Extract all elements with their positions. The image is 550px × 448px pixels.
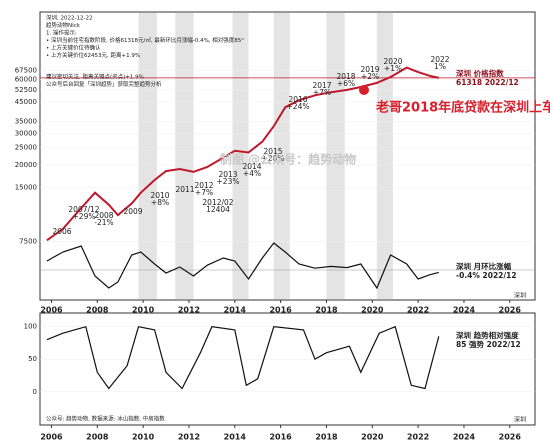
x-tick-label: 2024 bbox=[453, 433, 476, 442]
annotation: 2006 bbox=[52, 227, 71, 236]
annotation: +1% bbox=[384, 64, 402, 73]
price-label: 61318 2022/12 bbox=[456, 78, 519, 87]
annotation: 2012/02 bbox=[202, 198, 233, 207]
y-tick-label: 35000 bbox=[15, 117, 37, 125]
annotation: 2013 bbox=[218, 170, 237, 179]
watermark: 制图 @公众号：趋势动物 bbox=[220, 152, 356, 167]
x-tick-label: 2012 bbox=[178, 433, 200, 442]
annotation: 2014 bbox=[242, 162, 261, 171]
note-line: • 上方关键价位待确认 bbox=[46, 44, 101, 52]
y-tick-label: 67500 bbox=[15, 66, 37, 74]
y-tick-label: 30000 bbox=[15, 129, 37, 137]
callout: 老哥2018年底贷款在深圳上车 bbox=[375, 100, 550, 116]
x-tick-label: 2024 bbox=[453, 306, 476, 315]
note-line: 深圳, 2022-12-22 bbox=[46, 14, 92, 22]
x-tick-label: 2008 bbox=[86, 306, 109, 315]
note-line: 公众号后台回复「深圳趋势」获取完整趋势分析 bbox=[46, 80, 162, 88]
annotation: 2016 bbox=[288, 95, 307, 104]
change-label: -0.4% 2022/12 bbox=[456, 271, 517, 280]
footer: 公众号: 趋势动物, 数据来源: 冰山指数, 中房指数 bbox=[46, 415, 165, 423]
y-tick-label: 25000 bbox=[15, 144, 37, 152]
x-tick-label: 2014 bbox=[224, 433, 247, 442]
x-axis-label: 深圳 bbox=[514, 416, 526, 424]
strength-label: 深圳 趋势相对强度 bbox=[456, 330, 519, 340]
shaded-period bbox=[175, 13, 194, 299]
shaded-period bbox=[138, 13, 157, 299]
strength-label: 85 强势 2022/12 bbox=[456, 339, 521, 349]
x-tick-label: 2008 bbox=[86, 433, 109, 442]
note-line: 建议密切关注, 距离关键点(买点)+1.9% bbox=[46, 73, 144, 81]
annotation: 2018 bbox=[336, 72, 355, 81]
x-tick-label: 2016 bbox=[269, 306, 292, 315]
y-tick-label: 52500 bbox=[15, 86, 37, 94]
x-tick-label: 2010 bbox=[132, 433, 155, 442]
x-tick-label: 2006 bbox=[40, 306, 63, 315]
annotation: 2011 bbox=[175, 185, 194, 194]
strength-frame bbox=[39, 312, 536, 426]
y-tick-label: 100 bbox=[24, 323, 37, 331]
x-tick-label: 2018 bbox=[315, 433, 338, 442]
annotation: 2017 bbox=[312, 81, 331, 90]
y-tick-label: 7500 bbox=[19, 237, 37, 245]
annotation: 1% bbox=[434, 62, 446, 71]
annotation: +7% bbox=[195, 188, 213, 197]
y-tick-label: 20000 bbox=[15, 161, 37, 169]
x-tick-label: 2006 bbox=[40, 433, 63, 442]
annotation: 2020 bbox=[383, 57, 402, 66]
x-tick-label: 2012 bbox=[178, 306, 200, 315]
y-tick-label: 50 bbox=[28, 355, 37, 363]
annotation: +26% bbox=[262, 154, 285, 163]
annotation: +7% bbox=[313, 88, 331, 97]
x-tick-label: 2014 bbox=[224, 306, 247, 315]
x-tick-label: 2016 bbox=[269, 433, 292, 442]
annotation: 2008 bbox=[94, 211, 113, 220]
annotation: +6% bbox=[337, 79, 355, 88]
shaded-period bbox=[376, 13, 393, 299]
annotation: 2022 bbox=[430, 55, 449, 64]
y-tick-label: 45000 bbox=[15, 98, 37, 106]
note-line: 1. 操作提示: bbox=[46, 29, 77, 37]
y-tick-label: 60000 bbox=[15, 76, 37, 84]
annotation: 2012 bbox=[194, 181, 213, 190]
y-tick-label: 0 bbox=[33, 388, 37, 396]
price-label: 深圳 价格指数 bbox=[456, 68, 504, 78]
series-line bbox=[46, 325, 440, 390]
annotation: +23% bbox=[217, 177, 240, 186]
annotation: 2015 bbox=[263, 147, 282, 156]
change-label: 深圳 月环比涨幅 bbox=[456, 261, 512, 271]
annotation: 2019 bbox=[360, 65, 379, 74]
shaded-period bbox=[232, 13, 249, 299]
annotation: +2% bbox=[361, 72, 379, 81]
annotation: 2010 bbox=[150, 191, 169, 200]
series-line bbox=[46, 66, 440, 242]
x-tick-label: 2018 bbox=[315, 306, 338, 315]
x-axis-label: 深圳 bbox=[514, 292, 526, 300]
annotation: 2009 bbox=[123, 207, 142, 216]
note-line: • 上方关键价位62453元, 距离+1.9% bbox=[46, 51, 140, 59]
annotation: 2007/12 bbox=[68, 205, 99, 214]
series-line bbox=[46, 242, 439, 290]
annotation: -21% bbox=[94, 218, 113, 227]
x-tick-label: 2010 bbox=[132, 306, 155, 315]
annotation: +8% bbox=[151, 198, 169, 207]
x-tick-label: 2022 bbox=[407, 433, 429, 442]
x-tick-label: 2022 bbox=[407, 306, 429, 315]
x-tick-label: 2026 bbox=[499, 306, 522, 315]
shaded-period bbox=[326, 13, 345, 299]
x-tick-label: 2026 bbox=[499, 433, 522, 442]
annotation: 12404 bbox=[206, 205, 230, 214]
annotation: +4% bbox=[243, 169, 261, 178]
shaded-period bbox=[273, 13, 290, 299]
note-line: • 深圳当前住宅指数阶段, 价格61318元/㎡, 最新环比月涨幅-0.4%, … bbox=[46, 36, 244, 44]
x-tick-label: 2020 bbox=[361, 433, 384, 442]
callout-dot bbox=[359, 85, 369, 95]
y-tick-label: 15000 bbox=[15, 183, 37, 191]
note-line: 趋势动物Nick bbox=[46, 21, 81, 29]
x-tick-label: 2020 bbox=[361, 306, 384, 315]
annotation: +29% bbox=[73, 212, 96, 221]
annotation: +24% bbox=[287, 102, 310, 111]
